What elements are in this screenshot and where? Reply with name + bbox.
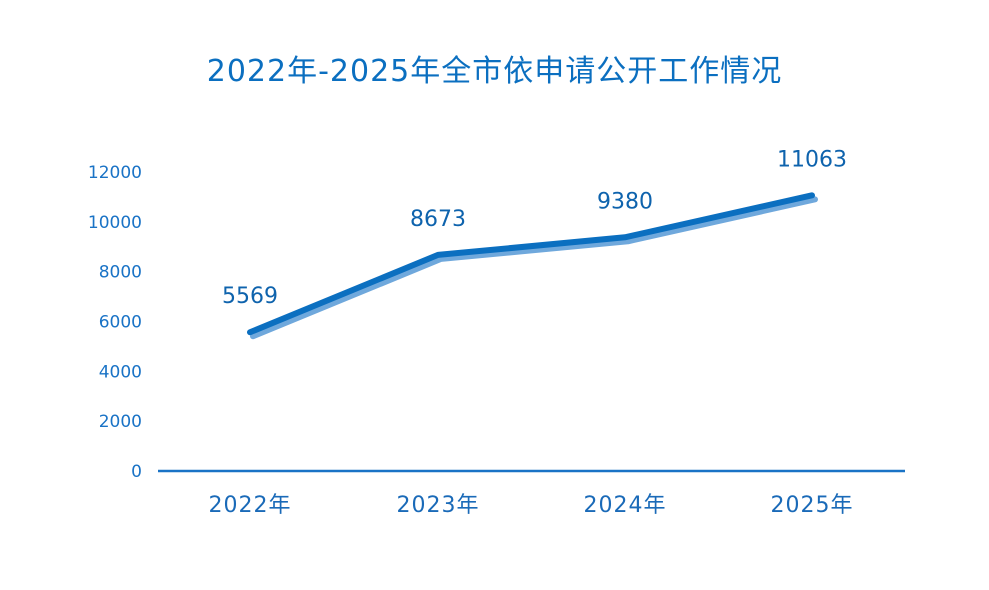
y-tick-label-1: 2000 bbox=[99, 412, 142, 432]
y-tick-label-0: 0 bbox=[131, 462, 142, 482]
x-tick-label-3: 2025年 bbox=[771, 493, 854, 518]
x-tick-label-2: 2024年 bbox=[584, 493, 667, 518]
data-label-1: 8673 bbox=[410, 207, 466, 232]
x-tick-label-0: 2022年 bbox=[209, 493, 292, 518]
y-tick-label-3: 6000 bbox=[99, 313, 142, 333]
y-tick-label-2: 4000 bbox=[99, 362, 142, 382]
y-tick-label-4: 8000 bbox=[99, 263, 142, 283]
data-labels: 5569 8673 9380 11063 bbox=[222, 147, 847, 309]
chart-title: 2022年-2025年全市依申请公开工作情况 bbox=[206, 54, 783, 89]
series-line-group bbox=[247, 192, 818, 340]
x-tick-label-1: 2023年 bbox=[397, 493, 480, 518]
data-label-3: 11063 bbox=[777, 147, 847, 172]
series-line-shadow bbox=[250, 196, 818, 340]
data-label-0: 5569 bbox=[222, 284, 278, 309]
data-label-2: 9380 bbox=[597, 189, 653, 214]
y-tick-label-5: 10000 bbox=[88, 213, 142, 233]
y-tick-label-6: 12000 bbox=[88, 163, 142, 183]
series-line bbox=[247, 192, 815, 336]
y-axis-ticks: 0 2000 4000 6000 8000 10000 12000 bbox=[88, 163, 142, 482]
x-axis-labels: 2022年 2023年 2024年 2025年 bbox=[209, 493, 854, 518]
drop-lines bbox=[249, 195, 813, 471]
